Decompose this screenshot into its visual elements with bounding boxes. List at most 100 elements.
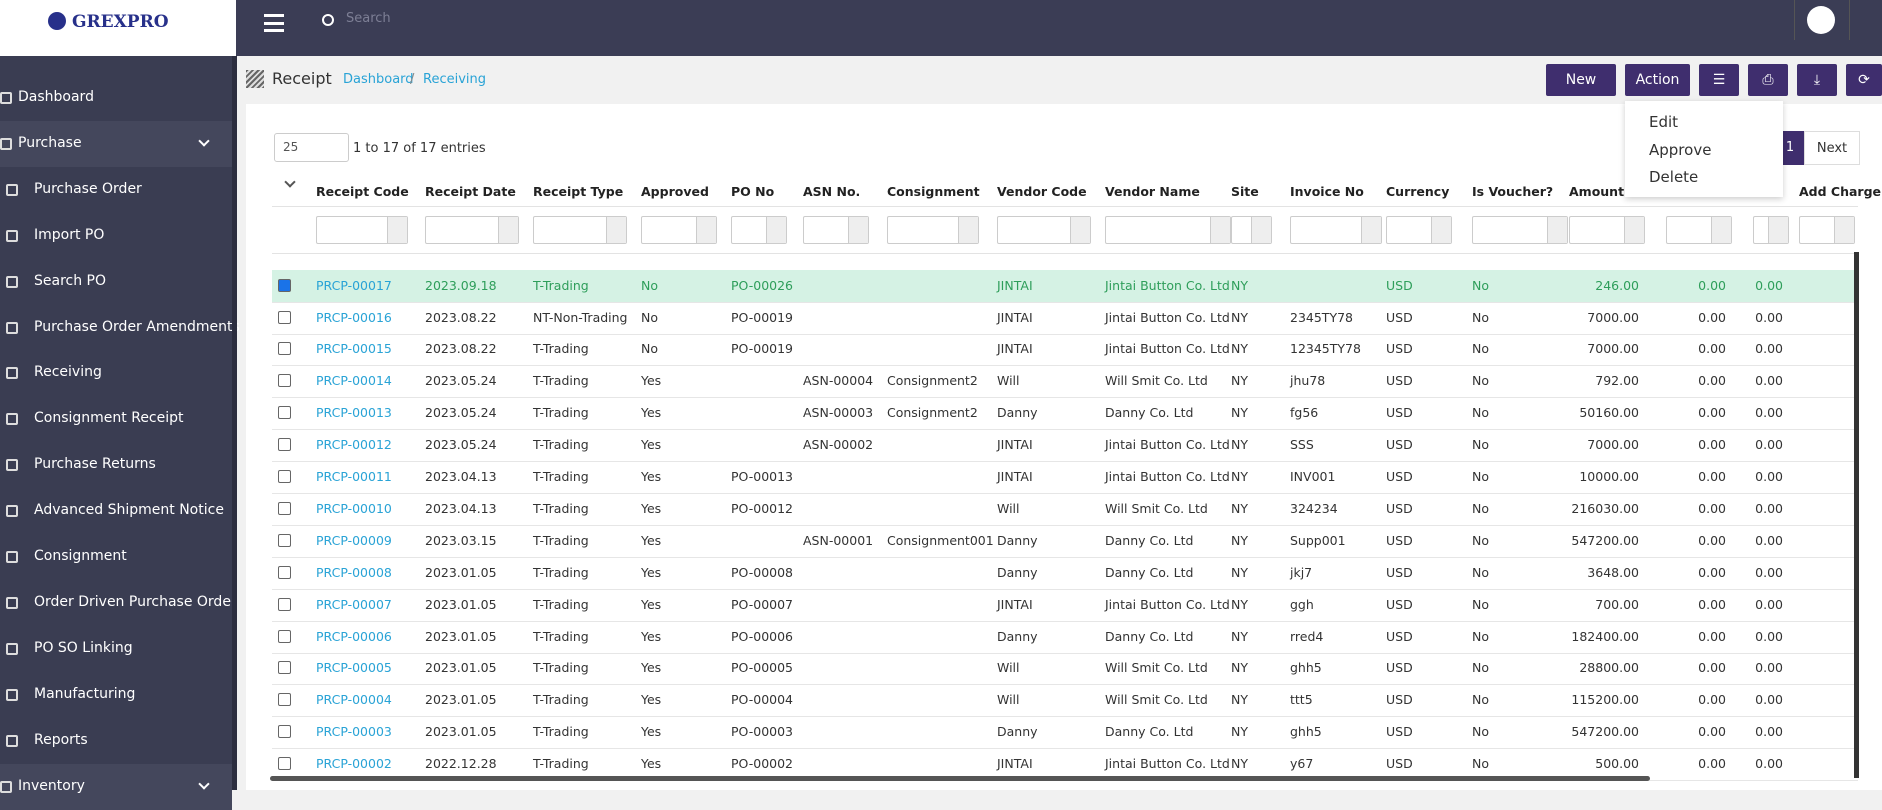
column-filter[interactable] xyxy=(731,216,787,244)
row-checkbox[interactable] xyxy=(278,725,291,739)
receipt-link[interactable]: PRCP-00013 xyxy=(316,405,392,421)
new-button[interactable]: New xyxy=(1546,64,1616,96)
next-button[interactable]: Next xyxy=(1804,131,1860,165)
filter-button[interactable] xyxy=(387,217,407,243)
column-filter[interactable] xyxy=(887,216,979,244)
column-filter[interactable] xyxy=(1569,216,1645,244)
receipt-link[interactable]: PRCP-00008 xyxy=(316,564,392,580)
filter-button[interactable] xyxy=(766,217,786,243)
column-header[interactable]: Invoice No xyxy=(1290,184,1364,199)
column-header[interactable]: ASN No. xyxy=(803,184,861,199)
column-filter[interactable] xyxy=(641,216,717,244)
filter-button[interactable] xyxy=(606,217,626,243)
receipt-link[interactable]: PRCP-00012 xyxy=(316,437,392,453)
sidebar-section[interactable]: Purchase xyxy=(18,134,82,151)
row-checkbox[interactable] xyxy=(278,597,291,611)
column-header[interactable]: Amount xyxy=(1569,184,1625,199)
column-filter[interactable] xyxy=(1386,216,1452,244)
column-filter[interactable] xyxy=(1290,216,1382,244)
column-filter[interactable] xyxy=(533,216,627,244)
sidebar-item[interactable]: Order Driven Purchase Order xyxy=(34,593,237,610)
sidebar-item[interactable]: Purchase Order Amendments xyxy=(34,318,240,335)
row-checkbox[interactable] xyxy=(278,470,291,483)
receipt-link[interactable]: PRCP-00014 xyxy=(316,373,392,389)
row-checkbox[interactable] xyxy=(278,693,291,707)
sidebar-item[interactable]: Consignment Receipt xyxy=(34,410,184,427)
filter-button[interactable] xyxy=(696,217,716,243)
search-input[interactable]: Search xyxy=(346,11,391,26)
row-checkbox[interactable] xyxy=(278,310,291,324)
column-header[interactable]: Vendor Name xyxy=(1105,184,1200,199)
sidebar-item[interactable]: Purchase Order xyxy=(34,180,142,197)
receipt-link[interactable]: PRCP-00017 xyxy=(316,277,392,293)
column-header[interactable]: Add Charge xyxy=(1799,184,1882,199)
sidebar-item[interactable]: Import PO xyxy=(34,226,105,243)
user-menu[interactable] xyxy=(1794,0,1850,40)
sidebar-item[interactable]: PO SO Linking xyxy=(34,639,133,656)
page-size-select[interactable]: 25 xyxy=(274,133,349,162)
filter-button[interactable] xyxy=(958,217,978,243)
receipt-link[interactable]: PRCP-00006 xyxy=(316,628,392,644)
action-button[interactable]: Action xyxy=(1625,64,1690,96)
column-header[interactable]: Receipt Date xyxy=(425,184,516,199)
column-header[interactable]: Is Voucher? xyxy=(1472,184,1554,199)
sidebar-item[interactable]: Receiving xyxy=(34,364,102,381)
sidebar-item[interactable]: Reports xyxy=(34,731,88,748)
column-filter[interactable] xyxy=(1105,216,1231,244)
row-checkbox[interactable] xyxy=(278,438,291,452)
row-checkbox[interactable] xyxy=(278,406,291,420)
receipt-link[interactable]: PRCP-00005 xyxy=(316,660,392,676)
receipt-link[interactable]: PRCP-00016 xyxy=(316,309,392,325)
receipt-link[interactable]: PRCP-00003 xyxy=(316,724,392,740)
column-filter[interactable] xyxy=(1472,216,1568,244)
filter-button[interactable] xyxy=(498,217,518,243)
column-header[interactable]: Approved xyxy=(641,184,709,199)
filter-button[interactable] xyxy=(1768,217,1788,243)
column-filter[interactable] xyxy=(425,216,519,244)
filter-button[interactable] xyxy=(1711,217,1731,243)
receipt-link[interactable]: PRCP-00009 xyxy=(316,532,392,548)
column-header[interactable]: Site xyxy=(1231,184,1259,199)
filter-button[interactable] xyxy=(1070,217,1090,243)
column-header[interactable]: Vendor Code xyxy=(997,184,1087,199)
row-checkbox[interactable] xyxy=(278,374,291,388)
sidebar-item[interactable]: Dashboard xyxy=(18,89,94,105)
row-checkbox[interactable] xyxy=(278,757,291,771)
filter-button[interactable] xyxy=(848,217,868,243)
breadcrumb-link[interactable]: Dashboard xyxy=(343,72,414,87)
filter-button[interactable] xyxy=(1834,217,1854,243)
receipt-link[interactable]: PRCP-00015 xyxy=(316,341,392,357)
breadcrumb-link[interactable]: Receiving xyxy=(423,72,487,87)
column-filter[interactable] xyxy=(1666,216,1732,244)
column-header[interactable]: Consignment xyxy=(887,184,980,199)
sidebar-item[interactable]: Purchase Returns xyxy=(34,456,156,473)
menu-approve[interactable]: Approve xyxy=(1649,141,1712,159)
refresh-button[interactable]: ⟳ xyxy=(1846,64,1882,96)
row-checkbox[interactable] xyxy=(278,629,291,643)
filter-button[interactable] xyxy=(1361,217,1381,243)
sidebar-item[interactable]: Consignment xyxy=(34,548,127,564)
columns-button[interactable]: ☰ xyxy=(1699,64,1739,96)
column-header[interactable]: Receipt Type xyxy=(533,184,624,199)
column-filter[interactable] xyxy=(1753,216,1789,244)
menu-edit[interactable]: Edit xyxy=(1649,113,1679,131)
column-filter[interactable] xyxy=(316,216,408,244)
receipt-link[interactable]: PRCP-00002 xyxy=(316,756,392,772)
row-checkbox[interactable] xyxy=(278,501,291,515)
row-checkbox[interactable] xyxy=(278,533,291,547)
filter-button[interactable] xyxy=(1431,217,1451,243)
sidebar-item[interactable]: Advanced Shipment Notice xyxy=(34,502,224,519)
sidebar-section[interactable]: Inventory xyxy=(18,777,85,794)
row-checkbox[interactable] xyxy=(278,342,291,356)
column-header[interactable]: PO No xyxy=(731,184,775,199)
column-filter[interactable] xyxy=(997,216,1091,244)
menu-delete[interactable]: Delete xyxy=(1649,168,1699,186)
column-filter[interactable] xyxy=(803,216,869,244)
column-filter[interactable] xyxy=(1231,216,1272,244)
filter-button[interactable] xyxy=(1624,217,1644,243)
sidebar-item[interactable]: Manufacturing xyxy=(34,685,136,702)
column-header[interactable]: Receipt Code xyxy=(316,184,409,199)
filter-button[interactable] xyxy=(1547,217,1567,243)
row-checkbox[interactable] xyxy=(278,661,291,675)
download-button[interactable]: ⤓ xyxy=(1797,64,1837,96)
